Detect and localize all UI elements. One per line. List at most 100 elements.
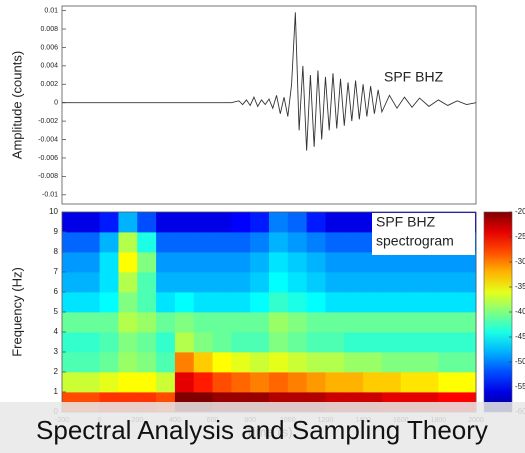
heatmap-cell	[137, 312, 157, 333]
heatmap-cell	[80, 252, 101, 273]
colorbar	[483, 211, 513, 413]
caption-band	[0, 402, 525, 453]
heatmap-cell	[174, 332, 195, 353]
heatmap-cell	[193, 332, 213, 353]
heatmap-cell	[363, 272, 383, 293]
heatmap-cell	[212, 332, 232, 353]
heatmap-cell	[419, 352, 439, 373]
heatmap-cell	[99, 312, 119, 333]
heatmap-cell	[99, 372, 119, 393]
heatmap-cell	[400, 272, 420, 293]
heatmap-cell	[419, 372, 439, 393]
heatmap-cell	[438, 372, 458, 393]
y-tick-label: 0.008	[40, 26, 58, 33]
heatmap-cell	[137, 352, 157, 373]
heatmap-cell	[250, 332, 270, 353]
heatmap-cell	[80, 272, 101, 293]
heatmap-cell	[381, 372, 402, 393]
heatmap-cell	[438, 332, 458, 353]
heatmap-cell	[156, 372, 176, 393]
heatmap-cell	[231, 212, 251, 233]
heatmap-cell	[400, 292, 420, 313]
heatmap-cell	[250, 352, 270, 373]
heatmap-cell	[363, 332, 383, 353]
heatmap-cell	[118, 212, 138, 233]
heatmap-cell	[174, 252, 195, 273]
heatmap-cell	[363, 252, 383, 273]
heatmap-cell	[212, 232, 232, 253]
heatmap-cell	[438, 312, 458, 333]
heatmap-cell	[80, 332, 101, 353]
heatmap-cell	[212, 372, 232, 393]
heatmap-cell	[306, 352, 326, 373]
heatmap-cell	[306, 292, 326, 313]
heatmap-cell	[99, 212, 119, 233]
heatmap-cell	[231, 252, 251, 273]
heatmap-cell	[325, 232, 345, 253]
y-tick-label: 8	[54, 247, 59, 256]
heatmap-cell	[212, 252, 232, 273]
heatmap-cell	[118, 252, 138, 273]
heatmap-cell	[381, 272, 402, 293]
heatmap-cell	[137, 332, 157, 353]
heatmap-cell	[306, 252, 326, 273]
heatmap-cell	[381, 312, 402, 333]
y-axis-label: Frequency (Hz)	[9, 267, 24, 357]
heatmap-cell	[231, 232, 251, 253]
y-tick-label: 6	[54, 287, 59, 296]
heatmap-cell	[344, 212, 364, 233]
heatmap-cell	[118, 292, 138, 313]
heatmap-cell	[137, 372, 157, 393]
heatmap-cell	[363, 372, 383, 393]
heatmap-cell	[212, 272, 232, 293]
heatmap-cell	[287, 312, 308, 333]
heatmap-cell	[174, 372, 195, 393]
heatmap-cell	[287, 212, 308, 233]
y-tick-label: -0.002	[38, 118, 58, 125]
heatmap-cell	[325, 212, 345, 233]
heatmap-cell	[231, 372, 251, 393]
heatmap-cell	[438, 252, 458, 273]
heatmap-cell	[174, 312, 195, 333]
heatmap-cell	[137, 272, 157, 293]
y-tick-label: -0.01	[42, 192, 58, 199]
heatmap-cell	[250, 372, 270, 393]
colorbar-tick-label: -55	[515, 382, 525, 391]
heatmap-cell	[250, 292, 270, 313]
y-tick-label: 5	[54, 307, 59, 316]
heatmap-cell	[174, 292, 195, 313]
heatmap-cell	[306, 232, 326, 253]
heatmap-cell	[457, 292, 477, 313]
heatmap-cell	[118, 272, 138, 293]
colorbar-tick-label: -35	[515, 282, 525, 291]
heatmap-cell	[269, 312, 289, 333]
heatmap-cell	[457, 352, 477, 373]
heatmap-cell	[231, 352, 251, 373]
heatmap-cell	[363, 292, 383, 313]
y-tick-label: -0.004	[38, 136, 58, 143]
heatmap-cell	[306, 212, 326, 233]
colorbar-tick-label: -50	[515, 357, 525, 366]
heatmap-cell	[99, 352, 119, 373]
heatmap-cell	[80, 372, 101, 393]
heatmap-cell	[137, 232, 157, 253]
heatmap-cell	[80, 312, 101, 333]
heatmap-cell	[287, 252, 308, 273]
waveform-line	[62, 12, 476, 151]
heatmap-cell	[400, 332, 420, 353]
heatmap-cell	[118, 332, 138, 353]
heatmap-cell	[118, 232, 138, 253]
heatmap-cell	[400, 352, 420, 373]
caption: Spectral Analysis and Sampling Theory	[36, 415, 488, 445]
heatmap-cell	[381, 252, 402, 273]
heatmap-cell	[287, 292, 308, 313]
heatmap-cell	[269, 212, 289, 233]
heatmap-cell	[99, 292, 119, 313]
heatmap-cell	[62, 212, 82, 233]
heatmap-cell	[62, 252, 82, 273]
y-tick-label: 0.002	[40, 81, 58, 88]
heatmap-cell	[174, 212, 195, 233]
heatmap-cell	[363, 312, 383, 333]
heatmap-cell	[325, 312, 345, 333]
heatmap-cell	[212, 312, 232, 333]
